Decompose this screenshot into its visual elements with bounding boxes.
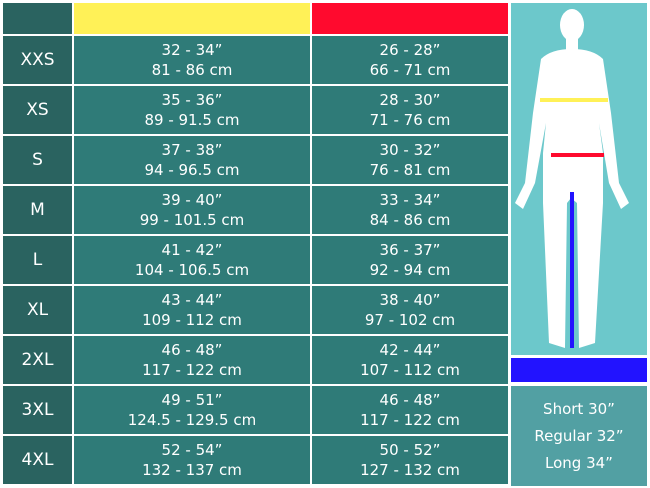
- waist-cm: 107 - 112 cm: [360, 361, 460, 379]
- waist-cell: 42 - 44” 107 - 112 cm: [312, 336, 508, 384]
- inseam-header-swatch: [511, 358, 647, 382]
- chest-cell: 32 - 34” 81 - 86 cm: [74, 36, 310, 84]
- waist-cell: 26 - 28” 66 - 71 cm: [312, 36, 508, 84]
- chest-cm: 132 - 137 cm: [142, 461, 242, 479]
- chest-cm: 109 - 112 cm: [142, 311, 242, 329]
- waist-cm: 66 - 71 cm: [369, 61, 451, 79]
- size-label: XS: [3, 86, 72, 134]
- chest-inches: 35 - 36”: [161, 91, 223, 109]
- size-label: XXS: [3, 36, 72, 84]
- waist-header-swatch: [312, 3, 508, 34]
- chest-inches: 43 - 44”: [161, 291, 223, 309]
- waist-cm: 97 - 102 cm: [364, 311, 456, 329]
- size-label: S: [3, 136, 72, 184]
- waist-cell: 30 - 32” 76 - 81 cm: [312, 136, 508, 184]
- waist-inches: 36 - 37”: [379, 241, 441, 259]
- waist-inches: 30 - 32”: [379, 141, 441, 159]
- chest-cm: 89 - 91.5 cm: [144, 111, 240, 129]
- size-label: XL: [3, 286, 72, 334]
- chest-inches: 37 - 38”: [161, 141, 223, 159]
- body-figure: [511, 3, 647, 355]
- waist-cell: 33 - 34” 84 - 86 cm: [312, 186, 508, 234]
- chest-cm: 124.5 - 129.5 cm: [127, 411, 257, 429]
- chest-cell: 41 - 42” 104 - 106.5 cm: [74, 236, 310, 284]
- chest-inches: 39 - 40”: [161, 191, 223, 209]
- waist-cm: 127 - 132 cm: [360, 461, 460, 479]
- waist-cm: 84 - 86 cm: [369, 211, 451, 229]
- waist-inches: 42 - 44”: [379, 341, 441, 359]
- size-label: L: [3, 236, 72, 284]
- waist-cm: 117 - 122 cm: [360, 411, 460, 429]
- waist-cm: 71 - 76 cm: [369, 111, 451, 129]
- length-long: Long 34”: [545, 453, 613, 472]
- chest-cm: 94 - 96.5 cm: [144, 161, 240, 179]
- length-regular: Regular 32”: [534, 426, 624, 445]
- inseam-measure-line: [570, 192, 574, 348]
- chest-header-swatch: [74, 3, 310, 34]
- chest-measure-line: [540, 98, 608, 102]
- chest-cell: 46 - 48” 117 - 122 cm: [74, 336, 310, 384]
- inseam-lengths: Short 30” Regular 32” Long 34”: [511, 386, 647, 486]
- waist-cm: 76 - 81 cm: [369, 161, 451, 179]
- chest-cm: 81 - 86 cm: [151, 61, 233, 79]
- waist-measure-line: [551, 153, 604, 157]
- chest-inches: 41 - 42”: [161, 241, 223, 259]
- header-corner: [3, 3, 72, 34]
- waist-cell: 38 - 40” 97 - 102 cm: [312, 286, 508, 334]
- length-short: Short 30”: [543, 399, 615, 418]
- chest-cell: 52 - 54” 132 - 137 cm: [74, 436, 310, 484]
- waist-inches: 46 - 48”: [379, 391, 441, 409]
- waist-inches: 33 - 34”: [379, 191, 441, 209]
- chest-cell: 37 - 38” 94 - 96.5 cm: [74, 136, 310, 184]
- waist-cell: 28 - 30” 71 - 76 cm: [312, 86, 508, 134]
- chest-cm: 104 - 106.5 cm: [134, 261, 250, 279]
- chest-cell: 49 - 51” 124.5 - 129.5 cm: [74, 386, 310, 434]
- waist-inches: 50 - 52”: [379, 441, 441, 459]
- waist-cell: 46 - 48” 117 - 122 cm: [312, 386, 508, 434]
- chest-inches: 49 - 51”: [161, 391, 223, 409]
- chest-cm: 117 - 122 cm: [142, 361, 242, 379]
- chest-inches: 46 - 48”: [161, 341, 223, 359]
- chest-inches: 52 - 54”: [161, 441, 223, 459]
- chest-cm: 99 - 101.5 cm: [139, 211, 245, 229]
- chest-inches: 32 - 34”: [161, 41, 223, 59]
- size-label: M: [3, 186, 72, 234]
- waist-inches: 28 - 30”: [379, 91, 441, 109]
- waist-cell: 36 - 37” 92 - 94 cm: [312, 236, 508, 284]
- size-label: 4XL: [3, 436, 72, 484]
- waist-inches: 26 - 28”: [379, 41, 441, 59]
- waist-cell: 50 - 52” 127 - 132 cm: [312, 436, 508, 484]
- chest-cell: 35 - 36” 89 - 91.5 cm: [74, 86, 310, 134]
- size-label: 3XL: [3, 386, 72, 434]
- chest-cell: 43 - 44” 109 - 112 cm: [74, 286, 310, 334]
- size-label: 2XL: [3, 336, 72, 384]
- chest-cell: 39 - 40” 99 - 101.5 cm: [74, 186, 310, 234]
- waist-cm: 92 - 94 cm: [369, 261, 451, 279]
- waist-inches: 38 - 40”: [379, 291, 441, 309]
